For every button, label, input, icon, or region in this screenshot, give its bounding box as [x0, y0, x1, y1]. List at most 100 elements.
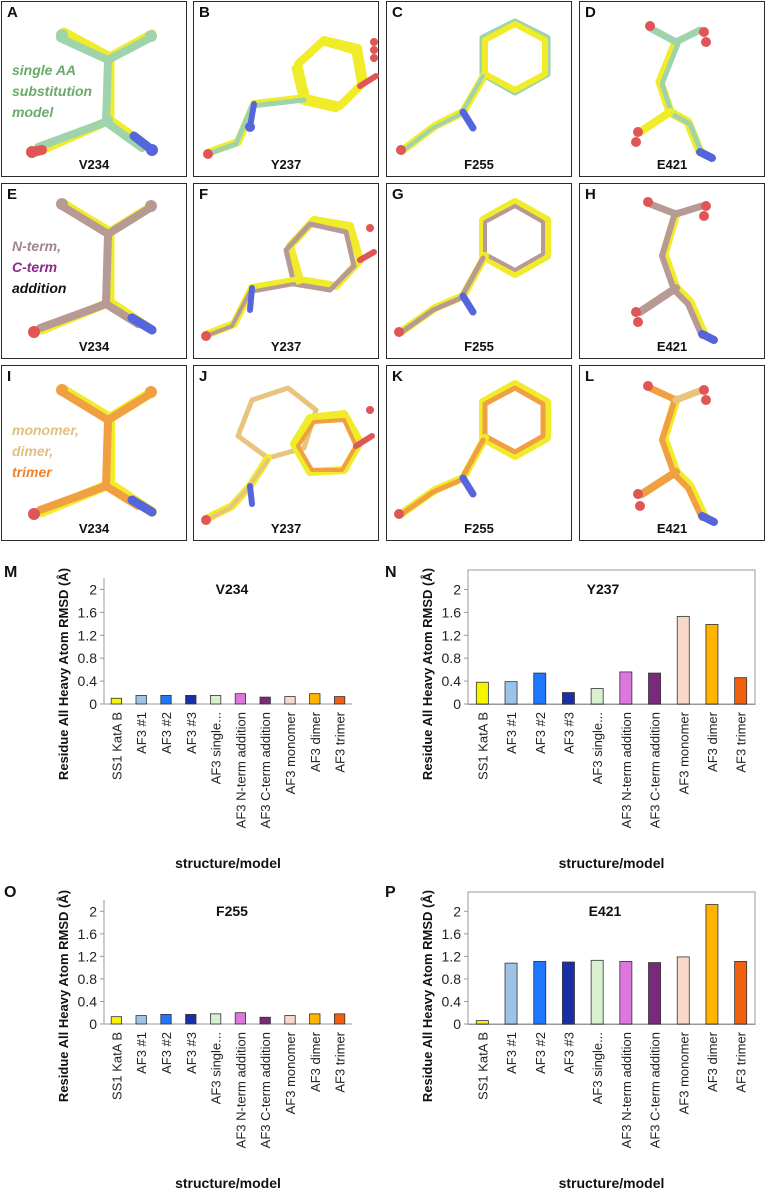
- structure-image-y237: [201, 385, 375, 525]
- panel-f: F Y237: [193, 183, 379, 359]
- y-tick-label: 0.8: [78, 971, 98, 987]
- y-tick-label: 1.2: [442, 627, 462, 643]
- panel-g: G F255: [386, 183, 572, 359]
- panel-d: D E421: [579, 1, 765, 177]
- x-tick-label: AF3 dimer: [705, 1031, 720, 1092]
- bar: [533, 672, 547, 705]
- structure-image-f255: [394, 380, 551, 519]
- x-tick-label: AF3 #2: [159, 1032, 174, 1074]
- bar: [135, 1015, 147, 1025]
- bar: [160, 1014, 172, 1025]
- y-tick-label: 1.6: [78, 604, 98, 620]
- x-tick-label: AF3 C-term addition: [648, 712, 663, 828]
- legend-line: substitution: [12, 83, 93, 99]
- x-tick-label: SS1 KatA B: [109, 1032, 124, 1100]
- panel-letter: J: [199, 368, 208, 385]
- panel-letter: G: [392, 186, 404, 203]
- panel-letter: D: [585, 4, 596, 21]
- panel-letter: I: [7, 368, 12, 385]
- x-tick-label: AF3 monomer: [676, 1031, 691, 1114]
- bar: [110, 697, 123, 705]
- panel-letter: L: [585, 368, 595, 385]
- residue-label: E421: [656, 521, 688, 536]
- y-tick-label: 0.8: [78, 650, 98, 666]
- bar: [333, 696, 346, 705]
- bar: [619, 961, 633, 1025]
- x-tick-label: AF3 #3: [184, 1032, 199, 1074]
- legend-line: N-term,: [12, 238, 62, 254]
- y-axis-label: Residue All Heavy Atom RMSD (Å): [56, 890, 71, 1102]
- bar: [234, 693, 247, 705]
- bar: [504, 962, 518, 1025]
- residue-label: F255: [464, 339, 494, 354]
- bar: [590, 959, 604, 1025]
- x-tick-label: AF3 single...: [590, 712, 605, 784]
- residue-label: Y237: [270, 157, 302, 172]
- x-tick-label: AF3 #1: [504, 712, 519, 754]
- chart-title: F255: [216, 903, 248, 919]
- y-tick-label: 1.2: [78, 627, 98, 643]
- y-tick-label: 0.8: [442, 971, 462, 987]
- bar: [734, 677, 748, 705]
- x-tick-label: AF3 trimer: [734, 1031, 749, 1092]
- panel-j: J Y237: [193, 365, 379, 541]
- x-tick-label: SS1 KatA B: [475, 1032, 490, 1100]
- bar: [705, 623, 719, 705]
- y-tick-label: 0: [89, 1016, 97, 1032]
- legend-term-addition: N-term, C-term addition: [12, 236, 66, 299]
- bar: [284, 1015, 296, 1025]
- x-tick-label: AF3 N-term addition: [233, 1032, 248, 1148]
- structure-image-v234: [28, 198, 157, 338]
- bar: [209, 695, 222, 705]
- y-axis-label: Residue All Heavy Atom RMSD (Å): [420, 890, 435, 1102]
- bar: [705, 904, 719, 1025]
- bar: [185, 1014, 197, 1025]
- structure-image-v234: [28, 384, 157, 520]
- y-axis-label: Residue All Heavy Atom RMSD (Å): [420, 568, 435, 780]
- bar: [309, 1013, 321, 1025]
- panel-i: I monomer, dimer, trimer V234: [1, 365, 187, 541]
- x-axis-label: structure/model: [559, 1175, 665, 1191]
- residue-label: Y237: [270, 339, 302, 354]
- y-tick-label: 1.6: [442, 926, 462, 942]
- x-tick-label: AF3 monomer: [283, 1031, 298, 1114]
- bar: [259, 696, 271, 705]
- panel-l: L E421: [579, 365, 765, 541]
- x-axis-label: structure/model: [175, 855, 281, 871]
- x-tick-label: AF3 dimer: [308, 711, 323, 772]
- panel-a: A single AA substitution model V234: [1, 1, 187, 177]
- legend-line: monomer,: [12, 422, 79, 438]
- structure-image-v234: [26, 27, 158, 158]
- bar: [110, 1016, 123, 1025]
- bar: [562, 692, 575, 705]
- structure-image-e421: [631, 197, 718, 344]
- chart-svg-o: 0 0.4 0.8 1.2 1.6 2 F255 SS1 KatA B AF3 #1 AF3 #2…: [56, 890, 352, 1191]
- x-tick-label: AF3 single...: [590, 1032, 605, 1104]
- x-tick-label: AF3 #1: [134, 712, 149, 754]
- legend-line: addition: [12, 280, 67, 296]
- x-tick-label: AF3 monomer: [676, 711, 691, 794]
- panel-letter: B: [199, 4, 210, 21]
- x-tick-label: SS1 KatA B: [475, 712, 490, 780]
- x-tick-label: AF3 trimer: [734, 711, 749, 772]
- y-tick-label: 0: [453, 1016, 461, 1032]
- chart-panel-letter: N: [385, 564, 397, 581]
- residue-label: E421: [656, 157, 688, 172]
- chart-m: M 0 0.4 0.8 1.2 1.6 2 V234 SS1 KatA B AF3 #1 AF3 …: [0, 560, 380, 880]
- legend-line: model: [12, 104, 54, 120]
- bar: [590, 688, 604, 705]
- y-axis-label: Residue All Heavy Atom RMSD (Å): [56, 568, 71, 780]
- panel-letter: K: [392, 368, 403, 385]
- residue-label: F255: [464, 521, 494, 536]
- legend-line: C-term: [12, 259, 58, 275]
- bar: [234, 1012, 247, 1025]
- y-tick-label: 1.6: [78, 926, 98, 942]
- bar: [284, 696, 296, 705]
- residue-label: V234: [78, 157, 110, 172]
- bar: [734, 961, 748, 1025]
- bar: [259, 1016, 271, 1025]
- y-tick-label: 1.2: [78, 948, 98, 964]
- x-tick-label: AF3 C-term addition: [258, 1032, 273, 1148]
- panel-e: E N-term, C-term addition V234: [1, 183, 187, 359]
- y-tick-label: 1.6: [442, 604, 462, 620]
